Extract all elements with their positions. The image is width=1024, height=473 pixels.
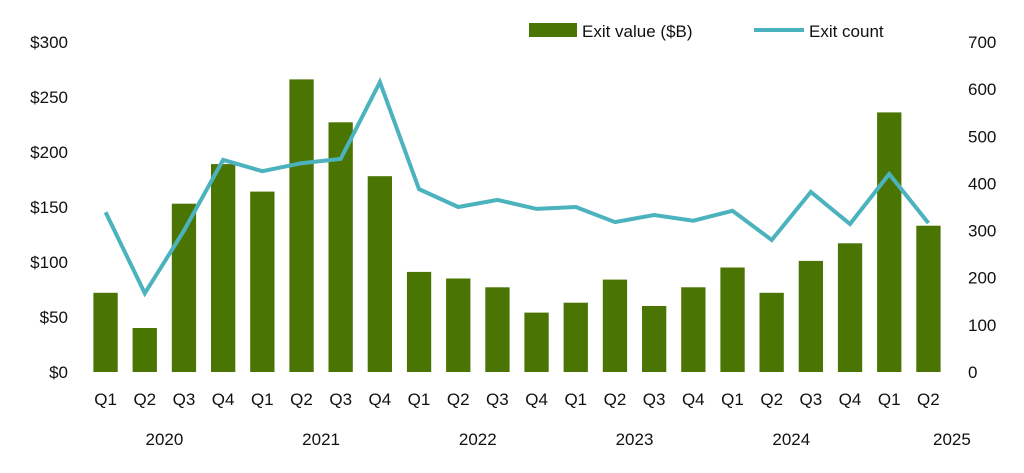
x-tick-label: Q4: [369, 390, 392, 409]
year-label-2022: 2022: [459, 430, 497, 449]
x-tick-label: Q4: [212, 390, 235, 409]
x-tick-label: Q4: [839, 390, 862, 409]
bar-q2-17: [759, 292, 784, 372]
x-tick-label: Q3: [800, 390, 823, 409]
bar-q4-3: [211, 164, 236, 372]
left-tick-label: $0: [49, 363, 68, 382]
bar-q3-18: [798, 260, 823, 372]
x-tick-label: Q2: [604, 390, 627, 409]
x-tick-label: Q3: [329, 390, 352, 409]
exit-count-line: [103, 77, 930, 298]
bar-q2-5: [289, 79, 314, 373]
year-label-2024: 2024: [772, 430, 810, 449]
x-tick-label: Q1: [721, 390, 744, 409]
x-tick-label: Q1: [94, 390, 117, 409]
x-tick-label: Q1: [251, 390, 274, 409]
bar-q3-10: [485, 287, 510, 372]
left-tick-label: $200: [30, 143, 68, 162]
x-tick-label: Q2: [760, 390, 783, 409]
x-tick-label: Q3: [486, 390, 509, 409]
bar-q4-11: [524, 312, 549, 372]
left-axis: $0 $50 $100 $150 $200 $250 $300: [30, 33, 68, 382]
bar-q4-15: [681, 287, 706, 372]
legend: Exit value ($B) Exit count: [529, 22, 884, 41]
bar-q3-14: [642, 306, 667, 372]
right-tick-label: 400: [968, 174, 996, 193]
bar-q3-6: [328, 122, 353, 372]
bar-series-exit-value: [93, 79, 941, 373]
year-label-2021: 2021: [302, 430, 340, 449]
right-tick-label: 100: [968, 316, 996, 335]
x-tick-label: Q2: [917, 390, 940, 409]
x-tick-label: Q4: [682, 390, 705, 409]
left-tick-label: $50: [40, 308, 68, 327]
x-tick-label: Q2: [447, 390, 470, 409]
x-tick-label: Q1: [878, 390, 901, 409]
x-tick-label: Q2: [290, 390, 313, 409]
right-tick-label: 500: [968, 127, 996, 146]
bar-q1-4: [250, 191, 275, 372]
right-tick-label: 300: [968, 222, 996, 241]
bar-q1-0: [93, 292, 118, 372]
legend-label-exit-value: Exit value ($B): [582, 22, 693, 41]
x-tick-label: Q1: [408, 390, 431, 409]
bar-q2-1: [132, 328, 157, 372]
left-tick-label: $100: [30, 253, 68, 272]
bar-q1-20: [877, 112, 902, 373]
x-tick-label: Q3: [643, 390, 666, 409]
bar-q2-9: [446, 278, 471, 372]
right-tick-label: 200: [968, 269, 996, 288]
right-axis: 0 100 200 300 400 500 600 700: [968, 33, 996, 382]
bar-q2-21: [916, 225, 941, 372]
left-tick-label: $250: [30, 88, 68, 107]
legend-swatch-exit-value: [529, 23, 577, 37]
x-tick-label: Q4: [525, 390, 548, 409]
x-tick-label: Q3: [173, 390, 196, 409]
bar-q4-19: [837, 243, 863, 372]
bar-q2-13: [602, 279, 628, 372]
x-tick-label: Q2: [133, 390, 156, 409]
year-label-2020: 2020: [145, 430, 183, 449]
left-tick-label: $150: [30, 198, 68, 217]
right-tick-label: 700: [968, 33, 996, 52]
year-label-2025: 2025: [933, 430, 971, 449]
x-tick-label: Q1: [564, 390, 587, 409]
bar-q1-8: [406, 271, 432, 372]
year-label-2023: 2023: [616, 430, 654, 449]
line-series-exit-count: [103, 77, 930, 298]
left-tick-label: $300: [30, 33, 68, 52]
legend-label-exit-count: Exit count: [809, 22, 884, 41]
right-tick-label: 600: [968, 80, 996, 99]
bar-q1-16: [720, 267, 745, 372]
right-tick-label: 0: [968, 363, 977, 382]
x-axis: Q1 Q2 Q3 Q4 Q1 Q2 Q3 Q4 Q1 Q2 Q3 Q4 Q1 Q2 Q3 Q4 Q1 Q2 Q3 Q4…: [94, 390, 971, 449]
bar-q4-7: [367, 176, 392, 372]
bar-q1-12: [563, 302, 588, 372]
